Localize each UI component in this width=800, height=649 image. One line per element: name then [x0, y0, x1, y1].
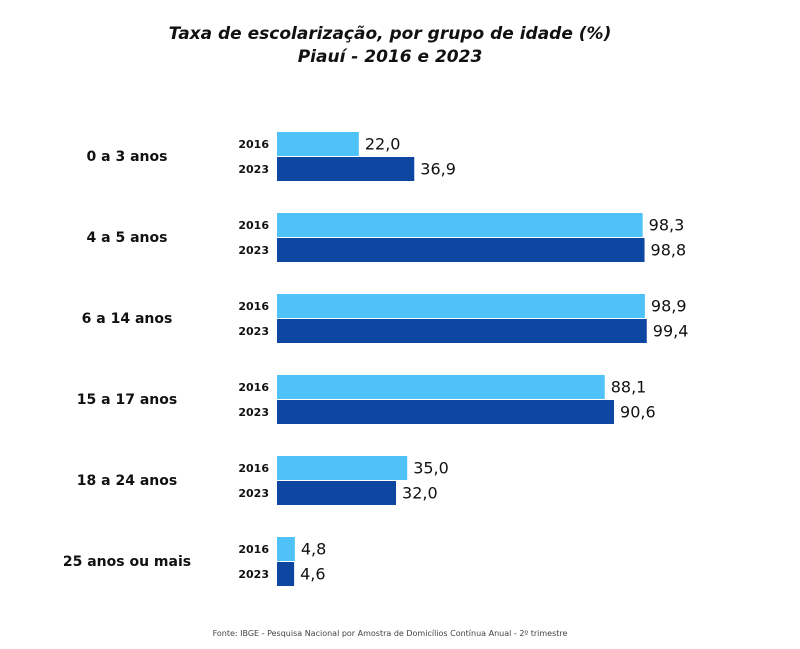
series-label: 2023 [238, 487, 269, 500]
series-label: 2023 [238, 244, 269, 257]
source-note: Fonte: IBGE - Pesquisa Nacional por Amos… [212, 629, 568, 638]
data-label: 88,1 [611, 378, 647, 397]
bar-2016 [277, 456, 408, 480]
series-label: 2016 [238, 543, 269, 556]
category-label: 6 a 14 anos [82, 311, 173, 327]
data-label: 4,6 [300, 565, 325, 584]
data-label: 98,9 [651, 297, 687, 316]
bar-2016 [277, 537, 295, 561]
category-label: 15 a 17 anos [77, 392, 177, 408]
bar-2023 [277, 238, 645, 262]
bar-2016 [277, 375, 605, 399]
bar-2016 [277, 294, 645, 318]
category-label: 25 anos ou mais [63, 554, 191, 570]
series-label: 2023 [238, 568, 269, 581]
data-label: 36,9 [420, 160, 456, 179]
category-label: 0 a 3 anos [87, 149, 168, 165]
data-label: 98,8 [651, 241, 687, 260]
bar-2023 [277, 319, 647, 343]
bar-2023 [277, 157, 415, 181]
series-label: 2016 [238, 219, 269, 232]
bar-2023 [277, 481, 397, 505]
bar-2023 [277, 562, 295, 586]
data-label: 22,0 [365, 135, 401, 154]
data-label: 4,8 [301, 540, 326, 559]
bar-2016 [277, 132, 359, 156]
series-label: 2016 [238, 462, 269, 475]
chart-title: Taxa de escolarização, por grupo de idad… [168, 24, 612, 44]
series-label: 2023 [238, 406, 269, 419]
chart-subtitle: Piauí - 2016 e 2023 [297, 47, 483, 67]
bar-2023 [277, 400, 615, 424]
series-label: 2016 [238, 381, 269, 394]
series-label: 2016 [238, 300, 269, 313]
data-label: 99,4 [653, 322, 689, 341]
data-label: 90,6 [620, 403, 656, 422]
bar-2016 [277, 213, 643, 237]
data-label: 98,3 [649, 216, 685, 235]
series-label: 2023 [238, 163, 269, 176]
category-label: 18 a 24 anos [77, 473, 177, 489]
series-label: 2016 [238, 138, 269, 151]
category-label: 4 a 5 anos [87, 230, 168, 246]
series-label: 2023 [238, 325, 269, 338]
data-label: 32,0 [402, 484, 438, 503]
data-label: 35,0 [413, 459, 449, 478]
